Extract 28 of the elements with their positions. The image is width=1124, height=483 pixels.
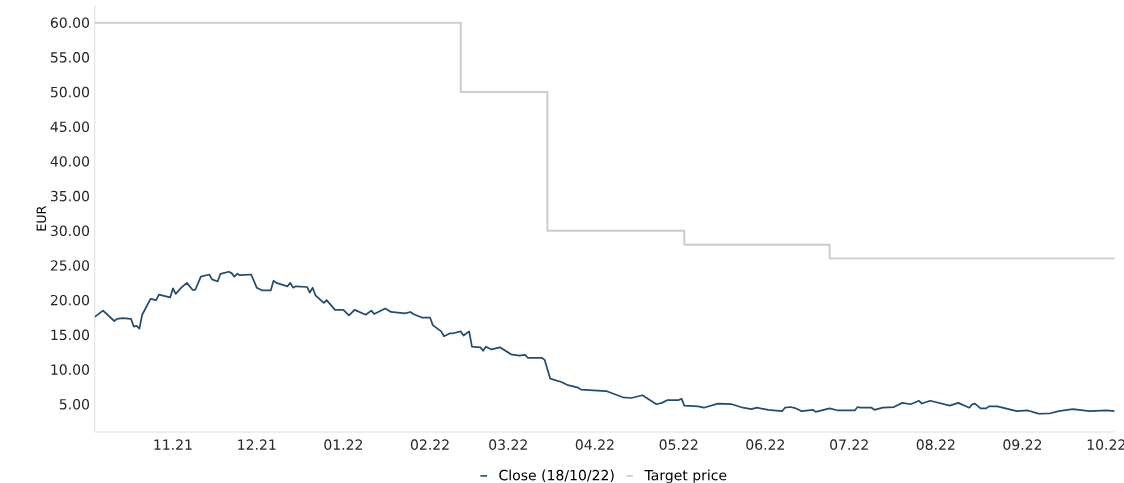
y-tick-label: 20.00 — [50, 295, 90, 306]
x-tick-label: 10.22 — [1087, 439, 1124, 451]
y-tick-label: 55.00 — [50, 52, 90, 63]
y-tick-label: 15.00 — [51, 329, 90, 341]
y-tick-label: 50.00 — [50, 86, 90, 98]
legend-label: Target price — [644, 469, 727, 483]
x-tick-label: 02.22 — [410, 439, 449, 451]
y-tick-label: 25.00 — [50, 260, 90, 271]
x-tick-label: 03.22 — [489, 439, 527, 451]
y-tick-label: 10.00 — [51, 364, 90, 376]
x-tick-label: 01.22 — [324, 439, 363, 451]
y-tick-label: 60.00 — [50, 17, 90, 29]
y-tick-label: 5.00 — [59, 399, 90, 410]
x-tick-label: 05.22 — [659, 439, 698, 451]
x-tick-label: 09.22 — [1003, 439, 1042, 451]
x-tick-label: 07.22 — [830, 439, 868, 451]
legend-label: Close (18/10/22) — [499, 469, 614, 483]
y-tick-label: 45.00 — [50, 121, 90, 133]
y-tick-label: 35.00 — [50, 190, 90, 202]
y-tick-label: 30.00 — [50, 225, 90, 237]
y-tick-label: 40.00 — [50, 156, 90, 167]
x-tick-label: 06.22 — [746, 439, 784, 451]
x-tick-label: 08.22 — [916, 439, 955, 451]
x-tick-label: 04.22 — [575, 439, 614, 451]
x-tick-label: 12.21 — [238, 439, 276, 450]
y-axis-title: EUR — [36, 206, 47, 231]
x-tick-label: 11.21 — [154, 439, 192, 450]
line-series — [94, 271, 1115, 415]
